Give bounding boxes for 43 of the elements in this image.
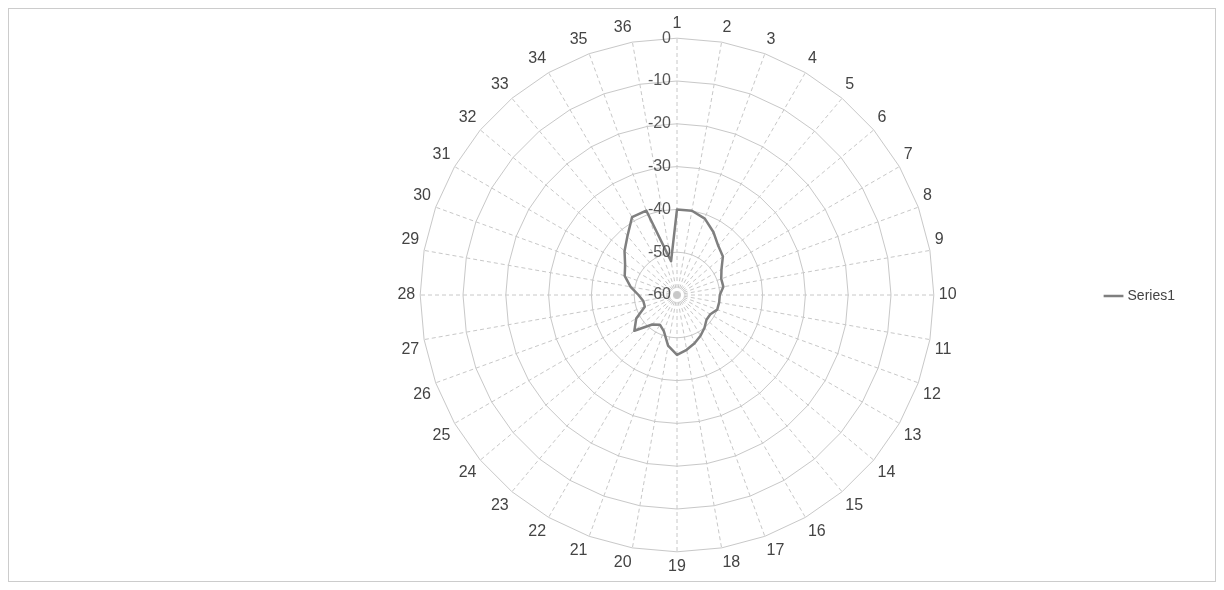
spoke-label: 8 <box>923 186 933 204</box>
y-tick-label: -40 <box>647 199 672 217</box>
spoke-label: 20 <box>613 552 632 570</box>
spoke-label: 27 <box>401 340 420 358</box>
spoke-label: 22 <box>528 521 547 539</box>
spoke-label: 21 <box>569 541 588 559</box>
y-tick-label: -20 <box>647 114 672 132</box>
spoke-label: 12 <box>923 384 941 402</box>
spoke-label: 34 <box>528 49 547 67</box>
spoke-label: 14 <box>877 463 896 481</box>
legend-label: Series1 <box>1127 286 1176 303</box>
spoke-label: 15 <box>845 495 864 513</box>
spoke-label: 24 <box>458 463 477 481</box>
spoke-label: 28 <box>397 285 416 303</box>
spoke-label: 32 <box>458 107 477 125</box>
spoke-label: 10 <box>938 285 957 303</box>
spoke-label: 33 <box>490 75 509 93</box>
spoke-label: 1 <box>672 14 682 32</box>
spoke-label: 31 <box>432 144 451 162</box>
spoke-label: 30 <box>413 186 432 204</box>
spoke-label: 9 <box>934 230 944 248</box>
spoke-label: 7 <box>903 144 913 162</box>
spoke-label: 16 <box>807 521 826 539</box>
spoke-label: 25 <box>432 425 451 443</box>
spoke-label: 13 <box>903 425 922 443</box>
spoke-label: 11 <box>934 340 952 358</box>
spoke-label: 18 <box>722 552 741 570</box>
y-tick-label: 0 <box>662 28 672 46</box>
spoke-label: 23 <box>490 495 509 513</box>
y-tick-label: -10 <box>647 71 672 89</box>
spoke-label: 2 <box>722 17 732 35</box>
spoke-label: 17 <box>766 541 785 559</box>
spoke-label: 3 <box>766 29 776 47</box>
spoke-label: 5 <box>845 75 855 93</box>
spoke-label: 35 <box>569 29 588 47</box>
spoke-label: 19 <box>668 556 686 574</box>
spoke-label: 29 <box>401 230 420 248</box>
y-tick-label: -60 <box>647 285 672 303</box>
spoke-label: 36 <box>613 17 632 35</box>
spoke-label: 4 <box>807 49 817 67</box>
spoke-label: 6 <box>877 107 887 125</box>
spoke-label: 26 <box>413 384 432 402</box>
y-tick-label: -30 <box>647 157 672 175</box>
